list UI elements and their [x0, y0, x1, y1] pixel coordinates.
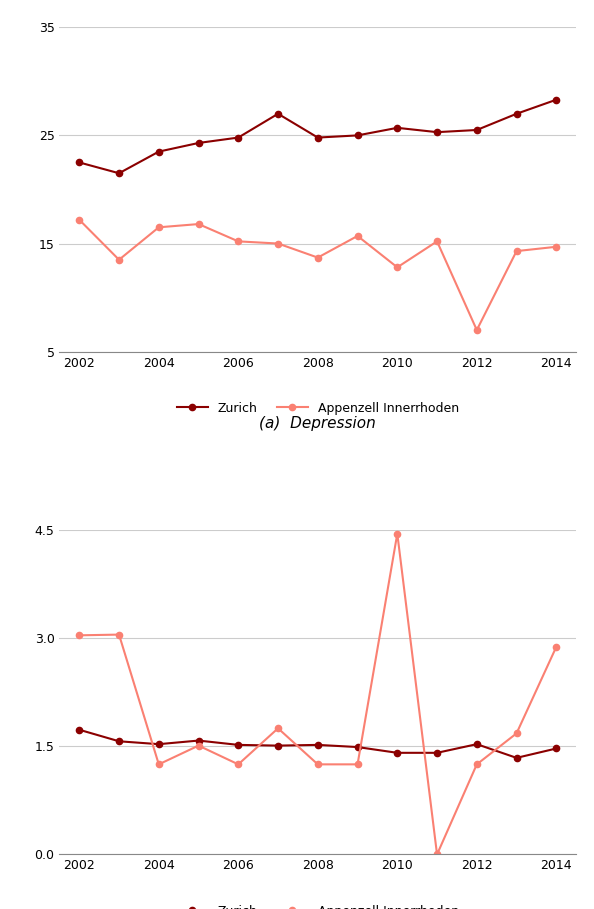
- Appenzell Innerrhoden: [434, 849, 441, 860]
- Line: Zurich: Zurich: [76, 96, 560, 176]
- Zurich: [553, 95, 560, 105]
- Zurich: [155, 739, 162, 750]
- Appenzell Innerrhoden: [473, 325, 481, 335]
- Zurich: [75, 724, 83, 735]
- Line: Zurich: Zurich: [76, 726, 560, 761]
- Appenzell Innerrhoden: [473, 759, 481, 770]
- Legend: Zurich, Appenzell Innerrhoden: Zurich, Appenzell Innerrhoden: [172, 397, 464, 420]
- Zurich: [115, 735, 122, 746]
- Zurich: [195, 735, 202, 746]
- Appenzell Innerrhoden: [553, 642, 560, 653]
- Appenzell Innerrhoden: [394, 262, 401, 273]
- Zurich: [274, 108, 282, 119]
- Appenzell Innerrhoden: [235, 236, 242, 247]
- Zurich: [434, 126, 441, 137]
- Appenzell Innerrhoden: [195, 740, 202, 751]
- Appenzell Innerrhoden: [115, 629, 122, 640]
- Zurich: [513, 753, 520, 764]
- Appenzell Innerrhoden: [75, 630, 83, 641]
- Appenzell Innerrhoden: [155, 222, 162, 233]
- Line: Appenzell Innerrhoden: Appenzell Innerrhoden: [76, 531, 560, 857]
- Zurich: [115, 168, 122, 179]
- Appenzell Innerrhoden: [314, 759, 321, 770]
- Zurich: [235, 132, 242, 143]
- Appenzell Innerrhoden: [195, 218, 202, 229]
- Zurich: [195, 137, 202, 148]
- Line: Appenzell Innerrhoden: Appenzell Innerrhoden: [76, 216, 560, 334]
- Zurich: [513, 108, 520, 119]
- Zurich: [155, 146, 162, 157]
- Appenzell Innerrhoden: [115, 255, 122, 265]
- Zurich: [274, 740, 282, 751]
- Zurich: [235, 739, 242, 750]
- Appenzell Innerrhoden: [394, 528, 401, 539]
- Appenzell Innerrhoden: [235, 759, 242, 770]
- Zurich: [473, 125, 481, 135]
- Appenzell Innerrhoden: [513, 728, 520, 739]
- Appenzell Innerrhoden: [354, 759, 361, 770]
- Text: (a)  Depression: (a) Depression: [260, 416, 376, 432]
- Zurich: [553, 743, 560, 754]
- Zurich: [314, 739, 321, 750]
- Appenzell Innerrhoden: [75, 215, 83, 225]
- Appenzell Innerrhoden: [314, 252, 321, 263]
- Appenzell Innerrhoden: [274, 238, 282, 249]
- Appenzell Innerrhoden: [434, 236, 441, 247]
- Zurich: [394, 747, 401, 758]
- Legend: Zurich, Appenzell Innerrhoden: Zurich, Appenzell Innerrhoden: [172, 900, 464, 909]
- Zurich: [434, 747, 441, 758]
- Appenzell Innerrhoden: [274, 723, 282, 734]
- Appenzell Innerrhoden: [513, 245, 520, 256]
- Zurich: [394, 123, 401, 134]
- Zurich: [354, 742, 361, 753]
- Appenzell Innerrhoden: [354, 231, 361, 242]
- Zurich: [75, 157, 83, 168]
- Appenzell Innerrhoden: [553, 241, 560, 252]
- Zurich: [354, 130, 361, 141]
- Appenzell Innerrhoden: [155, 759, 162, 770]
- Zurich: [473, 739, 481, 750]
- Zurich: [314, 132, 321, 143]
